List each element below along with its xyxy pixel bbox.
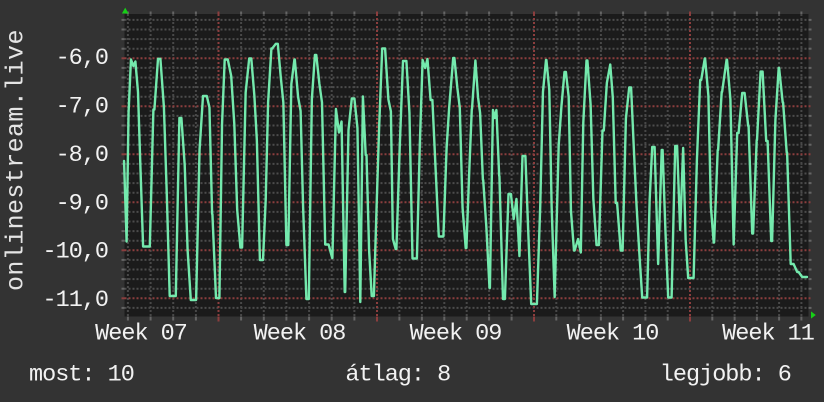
svg-text:-11,0: -11,0 [42, 287, 108, 314]
svg-text:-9,0: -9,0 [56, 190, 108, 217]
svg-text:-8,0: -8,0 [56, 142, 108, 169]
svg-text:-10,0: -10,0 [42, 239, 108, 266]
svg-text:átlag: 8: átlag: 8 [345, 362, 450, 389]
svg-text:-6,0: -6,0 [56, 45, 108, 72]
svg-text:Week 07: Week 07 [95, 321, 187, 348]
svg-text:onlinestream.live: onlinestream.live [1, 29, 30, 291]
svg-text:Week 10: Week 10 [567, 321, 659, 348]
svg-text:Week 11: Week 11 [722, 321, 814, 348]
svg-text:Week 08: Week 08 [254, 321, 346, 348]
svg-text:most: 10: most: 10 [29, 362, 134, 389]
svg-text:Week 09: Week 09 [410, 321, 502, 348]
svg-text:-7,0: -7,0 [56, 94, 108, 121]
svg-text:legjobb: 6: legjobb: 6 [660, 362, 791, 389]
